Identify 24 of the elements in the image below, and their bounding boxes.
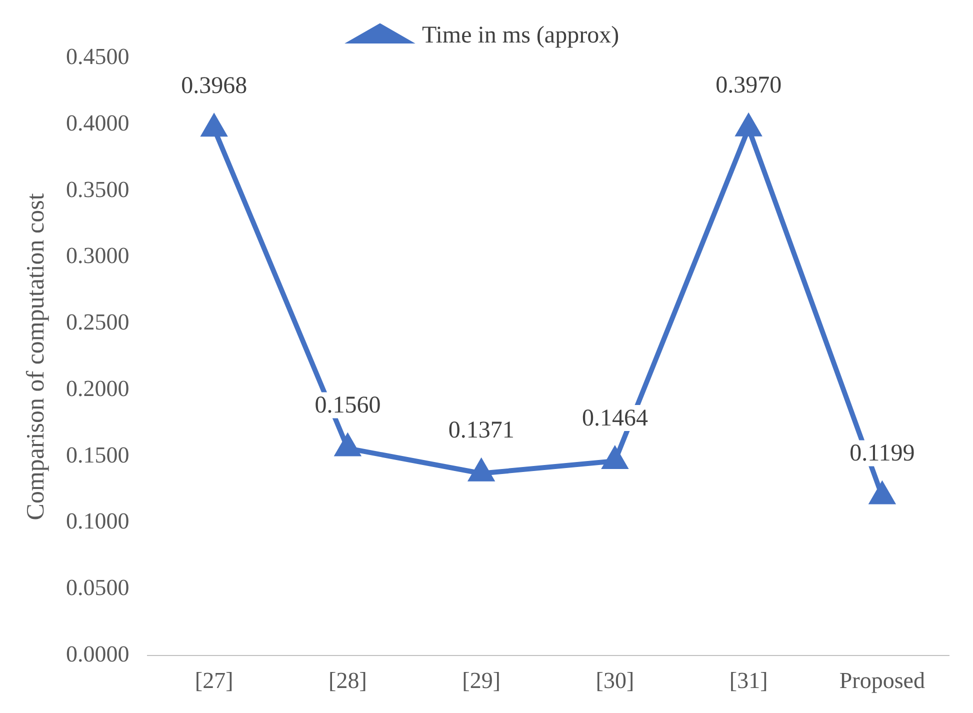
y-tick-label: 0.3500 — [66, 176, 130, 202]
data-label: 0.3970 — [716, 72, 782, 99]
data-label: 0.1371 — [448, 418, 514, 444]
y-tick-label: 0.1000 — [66, 508, 130, 534]
y-tick-label: 0.1500 — [66, 442, 130, 468]
data-label: 0.1199 — [850, 440, 915, 467]
data-label: 0.3968 — [181, 72, 248, 99]
x-tick-label: [30] — [596, 668, 634, 694]
data-label: 0.1464 — [582, 405, 648, 432]
y-tick-label: 0.3000 — [66, 243, 130, 268]
y-tick-label: 0.4000 — [66, 110, 130, 136]
y-tick-label: 0.0000 — [66, 641, 130, 666]
y-tick-label: 0.4500 — [66, 44, 130, 70]
x-tick-label: [29] — [462, 668, 500, 694]
x-tick-label: Proposed — [839, 668, 926, 694]
legend-label: Time in ms (approx) — [422, 22, 620, 48]
y-axis-title: Comparison of computation cost — [22, 193, 50, 520]
data-label: 0.1560 — [314, 392, 381, 419]
y-tick-label: 0.0500 — [66, 575, 130, 600]
x-tick-label: [27] — [194, 668, 234, 694]
x-tick-label: [28] — [328, 668, 367, 694]
x-tick-label: [31] — [729, 668, 768, 694]
y-tick-label: 0.2500 — [66, 310, 130, 335]
y-tick-label: 0.2000 — [66, 376, 130, 401]
